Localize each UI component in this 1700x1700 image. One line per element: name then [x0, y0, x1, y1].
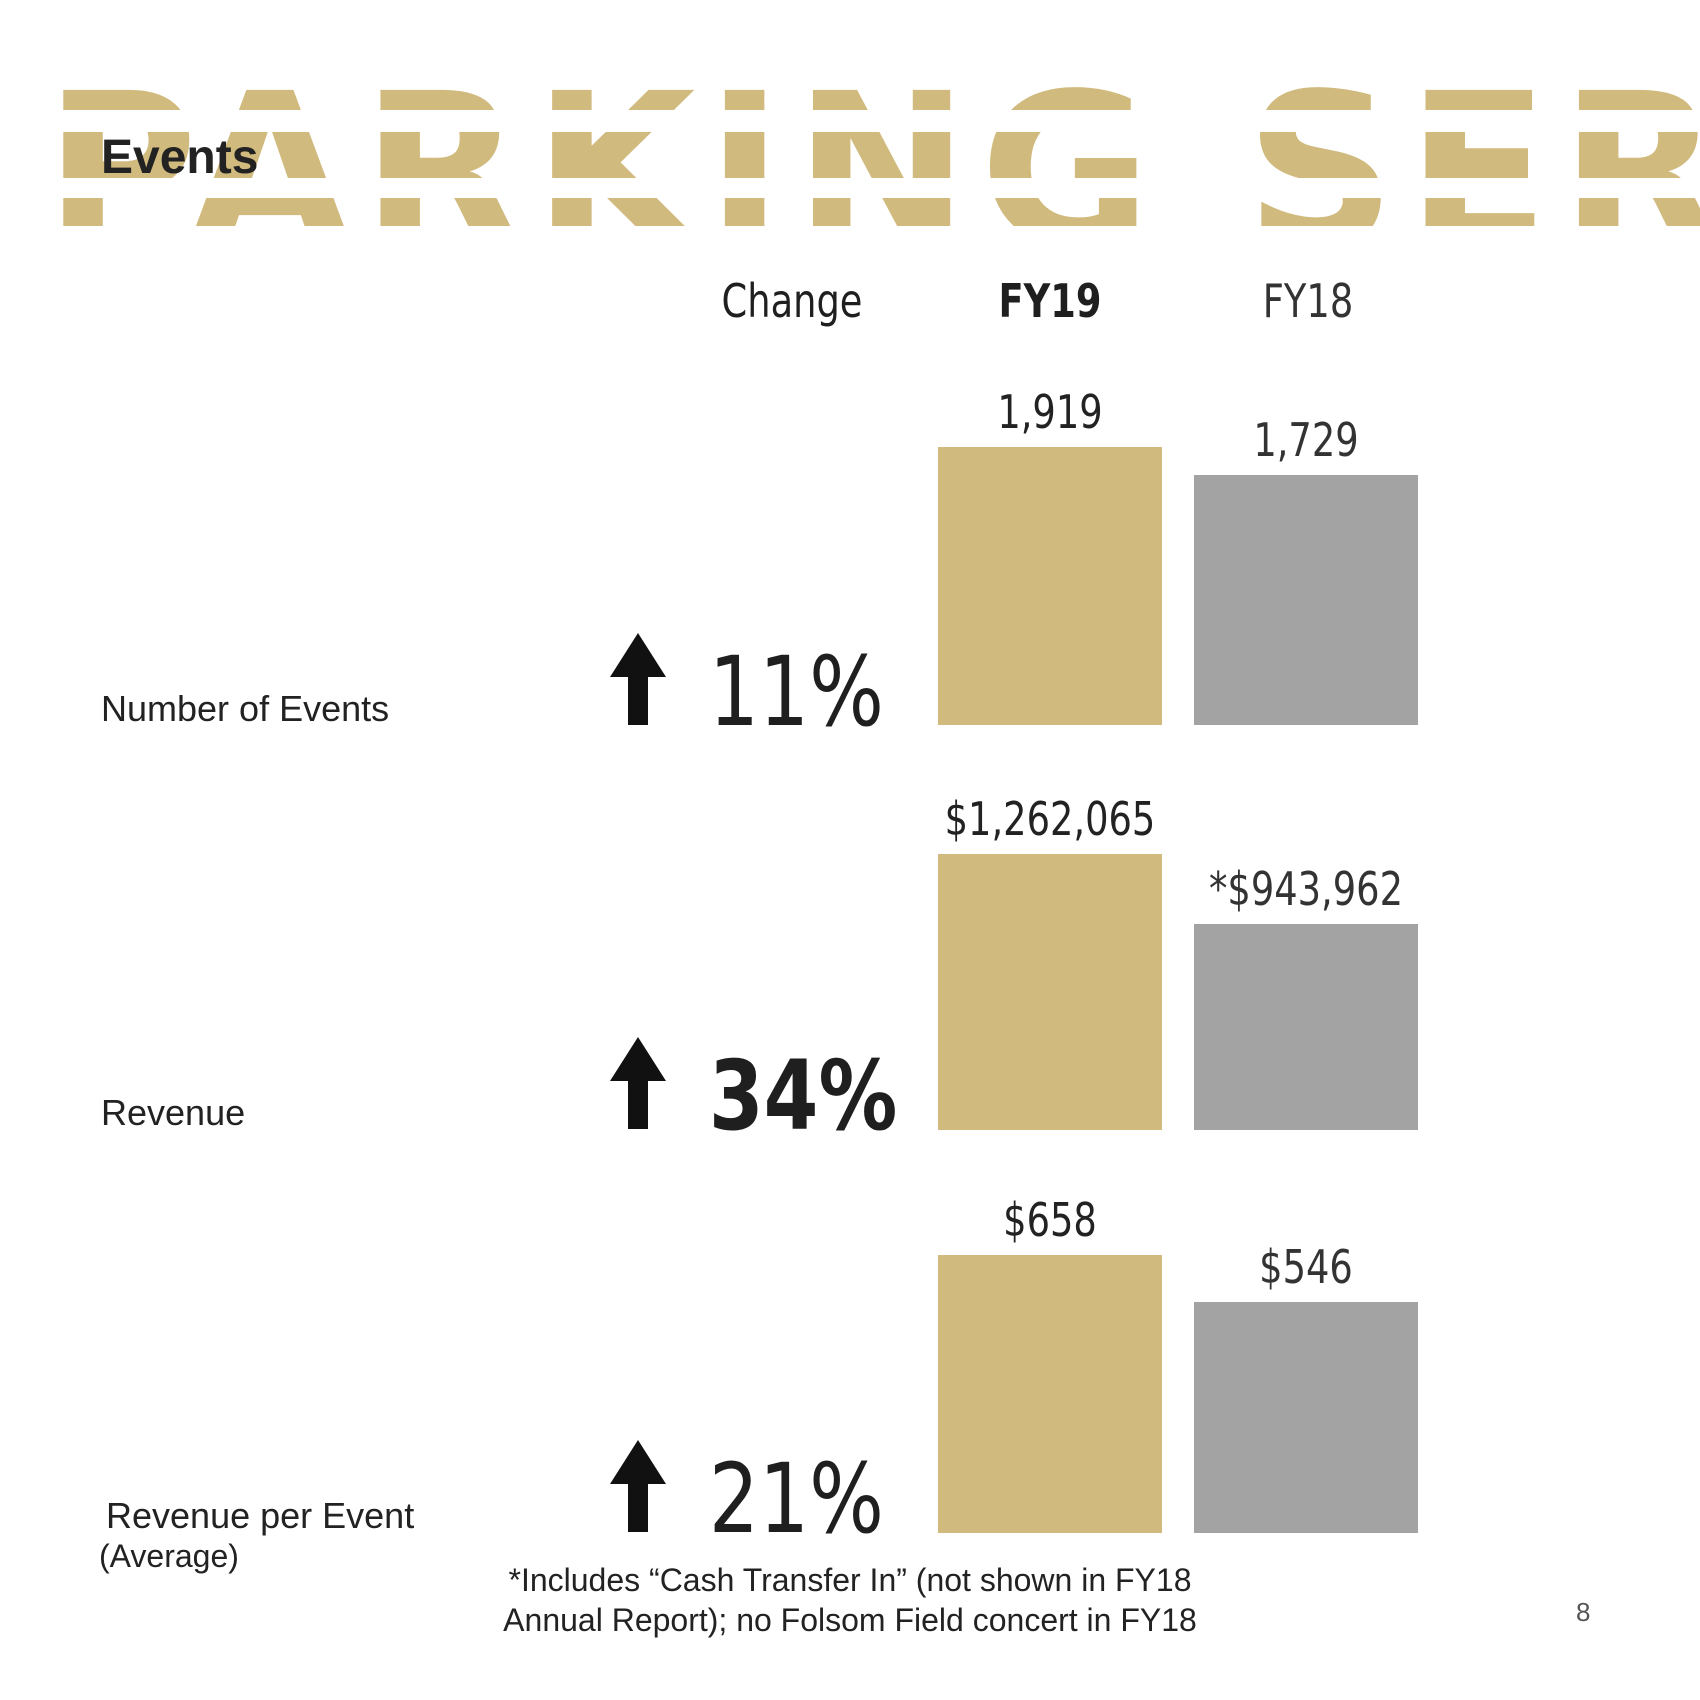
bar-fy19-revenue-per-event: [938, 1255, 1162, 1533]
banner-stripe: [44, 178, 1700, 198]
value-label-fy18-revenue: *$943,962: [1209, 862, 1403, 916]
arrow-up-icon: [610, 1440, 666, 1532]
bar-fy18-revenue-per-event: [1194, 1302, 1418, 1533]
value-label-fy18-number-of-events: 1,729: [1253, 413, 1359, 467]
column-header-change: Change: [721, 274, 863, 328]
footnote-line-2: Annual Report); no Folsom Field concert …: [503, 1602, 1197, 1638]
row-label-number-of-events: Number of Events: [101, 688, 390, 729]
footnote: *Includes “Cash Transfer In” (not shown …: [420, 1560, 1280, 1640]
change-value-number-of-events: 11%: [708, 636, 884, 748]
row-label-revenue-per-event: Revenue per Event: [106, 1495, 415, 1536]
footnote-line-1: *Includes “Cash Transfer In” (not shown …: [508, 1562, 1192, 1598]
section-title: Events: [101, 131, 259, 184]
banner-title: PARKING SERVICES: [44, 86, 1700, 226]
arrow-up-icon: [610, 633, 666, 725]
arrow-up-icon: [610, 1037, 666, 1129]
change-value-revenue-per-event: 21%: [708, 1443, 884, 1555]
value-label-fy18-revenue-per-event: $546: [1259, 1240, 1353, 1294]
value-label-fy19-revenue-per-event: $658: [1003, 1193, 1097, 1247]
bar-fy19-revenue: [938, 854, 1162, 1130]
row-sublabel-average: (Average): [99, 1538, 239, 1574]
value-label-fy19-revenue: $1,262,065: [944, 792, 1156, 846]
column-header-fy19: FY19: [998, 274, 1102, 328]
column-header-fy18: FY18: [1262, 274, 1354, 328]
banner-stripe: [44, 110, 1700, 132]
bar-fy18-number-of-events: [1194, 475, 1418, 725]
row-label-revenue: Revenue: [101, 1092, 246, 1133]
banner: PARKING SERVICES: [44, 86, 1700, 226]
bar-fy19-number-of-events: [938, 447, 1162, 725]
bar-fy18-revenue: [1194, 924, 1418, 1130]
page-number: 8: [1576, 1597, 1591, 1627]
change-value-revenue: 34%: [708, 1040, 898, 1152]
value-label-fy19-number-of-events: 1,919: [997, 385, 1103, 439]
